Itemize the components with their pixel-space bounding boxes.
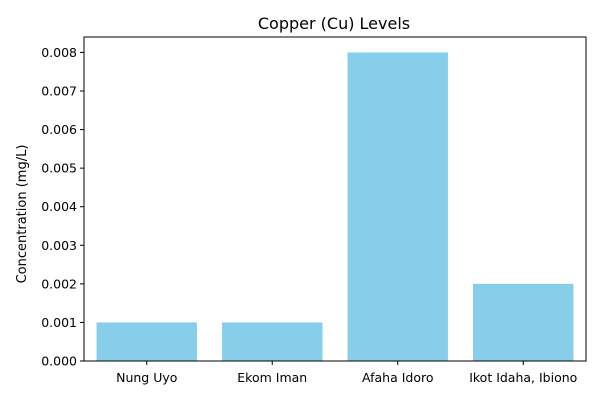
- x-tick-label-3: Ikot Idaha, Ibiono: [469, 370, 577, 385]
- axes-layer: 0.000 0.001 0.002 0.003 0.004 0.005 0.006 0.007…: [41, 36, 587, 385]
- bar-3: [473, 283, 574, 361]
- y-tick-label-7: 0.007: [41, 84, 77, 99]
- x-tick-label-0: Nung Uyo: [116, 370, 177, 385]
- bars-layer: [96, 52, 574, 362]
- y-tick-label-6: 0.006: [41, 122, 77, 137]
- y-tick-label-4: 0.004: [41, 199, 77, 214]
- y-axis-title: Concentration (mg/L): [15, 145, 30, 284]
- bar-0: [96, 322, 197, 361]
- y-tick-label-8: 0.008: [41, 45, 77, 60]
- y-tick-label-3: 0.003: [41, 238, 77, 253]
- y-tick-label-5: 0.005: [41, 161, 77, 176]
- plot-frame: [83, 36, 587, 362]
- y-tick-label-2: 0.002: [41, 276, 77, 291]
- x-tick-label-2: Afaha Idoro: [362, 370, 434, 385]
- x-tick-label-1: Ekom Iman: [237, 370, 307, 385]
- bar-1: [222, 322, 323, 361]
- y-tick-label-1: 0.001: [41, 315, 77, 330]
- chart-title: Copper (Cu) Levels: [258, 14, 410, 33]
- bar-2: [347, 52, 448, 362]
- y-tick-label-0: 0.000: [41, 354, 77, 369]
